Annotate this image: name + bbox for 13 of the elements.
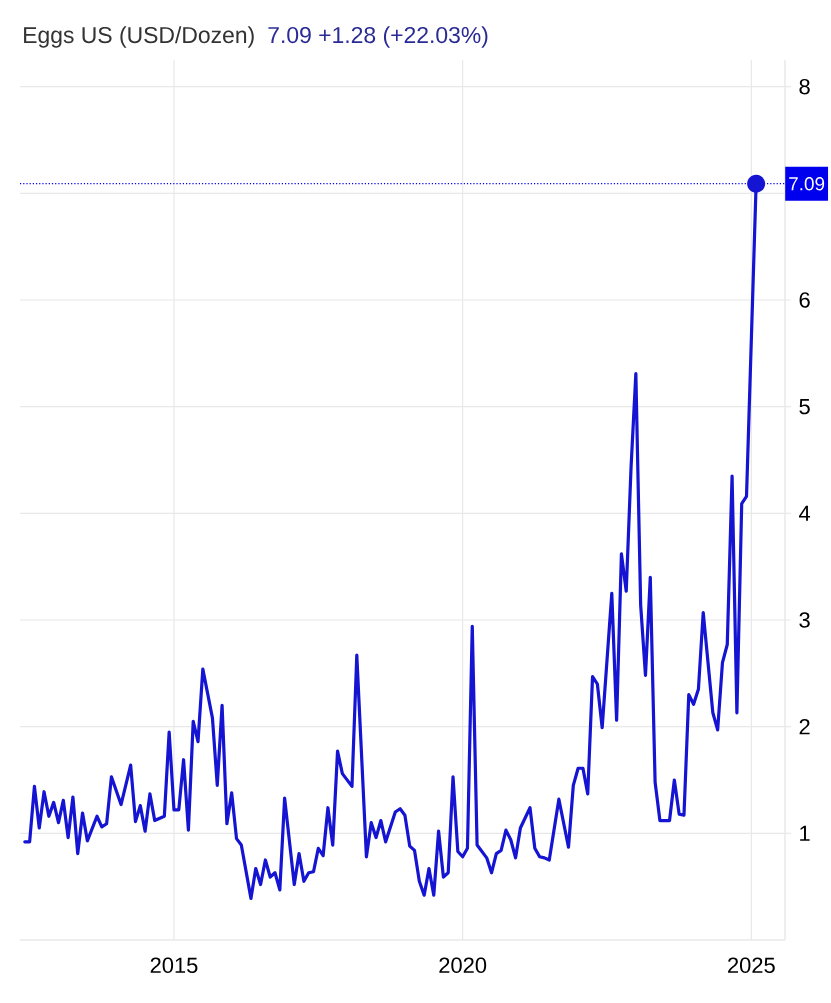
x-tick-label: 2020 bbox=[439, 957, 487, 974]
y-tick-label: 1 bbox=[800, 825, 810, 841]
chart-title: Eggs US (USD/Dozen) bbox=[24, 26, 254, 48]
y-tick-label: 5 bbox=[799, 399, 810, 415]
ref-line-label: 7.09 bbox=[789, 177, 825, 191]
chart-subtitle: 7.09 +1.28 (+22.03%) bbox=[268, 26, 488, 48]
x-tick-label: 2015 bbox=[150, 957, 198, 974]
y-tick-label: 6 bbox=[799, 292, 810, 308]
x-tick-label: 2025 bbox=[728, 957, 775, 974]
y-tick-label: 3 bbox=[799, 612, 810, 628]
y-tick-label: 2 bbox=[799, 719, 810, 735]
y-tick-label: 8 bbox=[799, 78, 810, 95]
y-tick-label: 4 bbox=[799, 505, 811, 521]
